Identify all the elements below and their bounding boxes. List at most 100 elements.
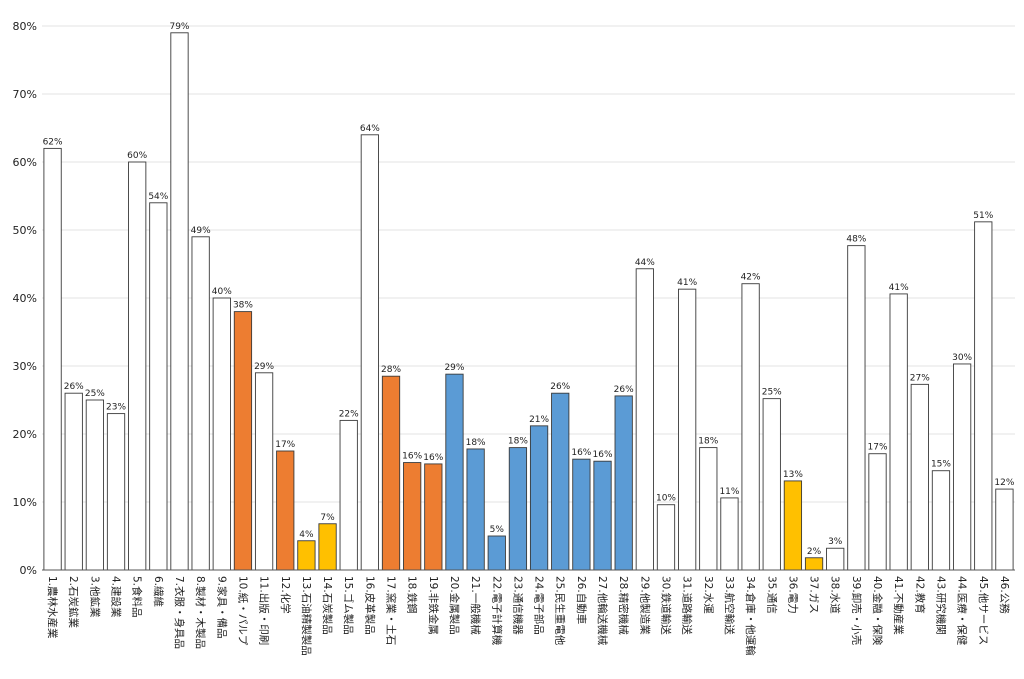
x-tick-label: 13.石油精製製品	[300, 576, 313, 656]
data-label: 18%	[508, 437, 528, 447]
x-tick-label: 43.研究機関	[934, 576, 947, 635]
x-axis-labels: 1.農林水産業 2.石炭鉱業 3.他鉱業 4.建設業 5.食料品 6.繊維 7.衣服・身具品…	[46, 576, 1011, 656]
data-label: 41%	[677, 278, 697, 288]
bar	[762, 398, 781, 571]
data-label: 15%	[931, 460, 951, 470]
data-label: 60%	[127, 151, 147, 161]
bars	[43, 32, 1014, 571]
bar	[339, 419, 358, 571]
x-tick-label: 24.電子部品	[533, 576, 546, 635]
x-tick-label: 39.卸売・小売	[850, 576, 863, 645]
x-tick-label: 44.医療・保健	[956, 576, 969, 646]
data-label: 18%	[698, 437, 718, 447]
bar	[403, 462, 422, 571]
bar	[191, 236, 210, 571]
x-tick-label: 9.家具・備品	[215, 576, 228, 639]
data-label: 49%	[191, 226, 211, 236]
y-tick-label: 80%	[13, 20, 37, 33]
data-label: 54%	[148, 192, 168, 202]
x-tick-label: 28.精密機械	[617, 576, 630, 635]
bar	[318, 523, 337, 571]
x-tick-label: 46.公務	[998, 576, 1011, 614]
x-tick-label: 14.石炭製品	[321, 576, 334, 635]
data-label: 11%	[719, 487, 739, 497]
x-tick-label: 41.不動産業	[892, 576, 905, 635]
data-label: 26%	[550, 382, 570, 392]
data-label: 4%	[299, 530, 314, 540]
bar	[868, 453, 887, 571]
data-label: 26%	[614, 385, 634, 395]
bar	[64, 392, 83, 571]
x-tick-label: 29.他製造業	[638, 576, 651, 635]
bar	[826, 547, 845, 571]
bar	[445, 373, 464, 571]
bar	[847, 245, 866, 571]
bar	[85, 399, 105, 571]
data-label: 10%	[656, 494, 676, 504]
bar	[212, 297, 231, 571]
x-tick-label: 30.鉄道輸送	[659, 576, 672, 635]
bar	[635, 268, 654, 571]
y-axis-ticks: 0% 10% 20% 30% 40% 50% 60% 70% 80%	[13, 20, 37, 577]
bar	[889, 293, 908, 571]
bar	[974, 221, 993, 571]
bar	[276, 450, 295, 571]
y-tick-label: 50%	[13, 224, 37, 237]
x-tick-label: 26.自動車	[575, 576, 588, 624]
x-tick-label: 45.他サービス	[977, 576, 990, 645]
bar	[678, 288, 697, 571]
x-tick-label: 32.水運	[702, 576, 714, 614]
y-tick-label: 70%	[13, 88, 37, 101]
bar	[614, 395, 633, 571]
data-label: 30%	[952, 353, 972, 363]
data-label: 16%	[593, 450, 613, 460]
bar	[508, 447, 528, 571]
data-label: 79%	[169, 22, 189, 32]
bar	[254, 372, 274, 571]
x-tick-label: 34.倉庫・他運輸	[744, 576, 757, 656]
bar	[128, 161, 147, 571]
bar	[360, 134, 379, 571]
bar	[551, 392, 570, 571]
x-tick-label: 40.金融・保険	[871, 576, 884, 646]
data-label: 48%	[846, 235, 866, 245]
data-label: 17%	[275, 440, 295, 450]
bar	[720, 497, 739, 571]
bar	[741, 283, 760, 571]
bar	[529, 425, 549, 571]
x-tick-label: 33.航空輸送	[723, 576, 736, 635]
bar	[995, 488, 1014, 571]
bar	[149, 202, 168, 571]
x-tick-label: 19.非鉄金属	[427, 576, 440, 635]
x-tick-label: 23.通信機器	[511, 576, 524, 635]
x-tick-label: 38.水道	[829, 576, 842, 614]
x-tick-label: 5.食料品	[131, 576, 144, 618]
x-tick-label: 18.鉄鋼	[406, 576, 419, 614]
data-label: 25%	[85, 389, 105, 399]
x-tick-label: 6.繊維	[152, 576, 165, 607]
x-tick-label: 3.他鉱業	[88, 576, 101, 618]
x-tick-label: 4.建設業	[110, 576, 123, 618]
y-tick-label: 0%	[20, 564, 37, 577]
data-label: 51%	[973, 211, 993, 221]
data-label: 26%	[64, 382, 84, 392]
data-label: 16%	[423, 453, 443, 463]
x-tick-label: 21.一般機械	[469, 576, 482, 635]
x-tick-label: 22.電子計算機	[490, 576, 503, 646]
x-tick-label: 17.窯業・土石	[385, 576, 398, 645]
y-tick-label: 30%	[13, 360, 37, 373]
data-label: 16%	[571, 448, 591, 458]
x-tick-label: 31.道路輸送	[681, 576, 694, 635]
bar	[487, 535, 506, 571]
x-tick-label: 8.製材・木製品	[194, 576, 207, 649]
bar	[593, 460, 612, 571]
x-tick-label: 37.ガス	[808, 576, 820, 614]
data-label: 21%	[529, 415, 549, 425]
bar	[783, 480, 803, 571]
x-tick-label: 10.紙・パルプ	[236, 576, 249, 646]
bar	[699, 447, 718, 571]
x-tick-label: 16.皮革製品	[363, 576, 376, 635]
bar	[297, 540, 316, 571]
